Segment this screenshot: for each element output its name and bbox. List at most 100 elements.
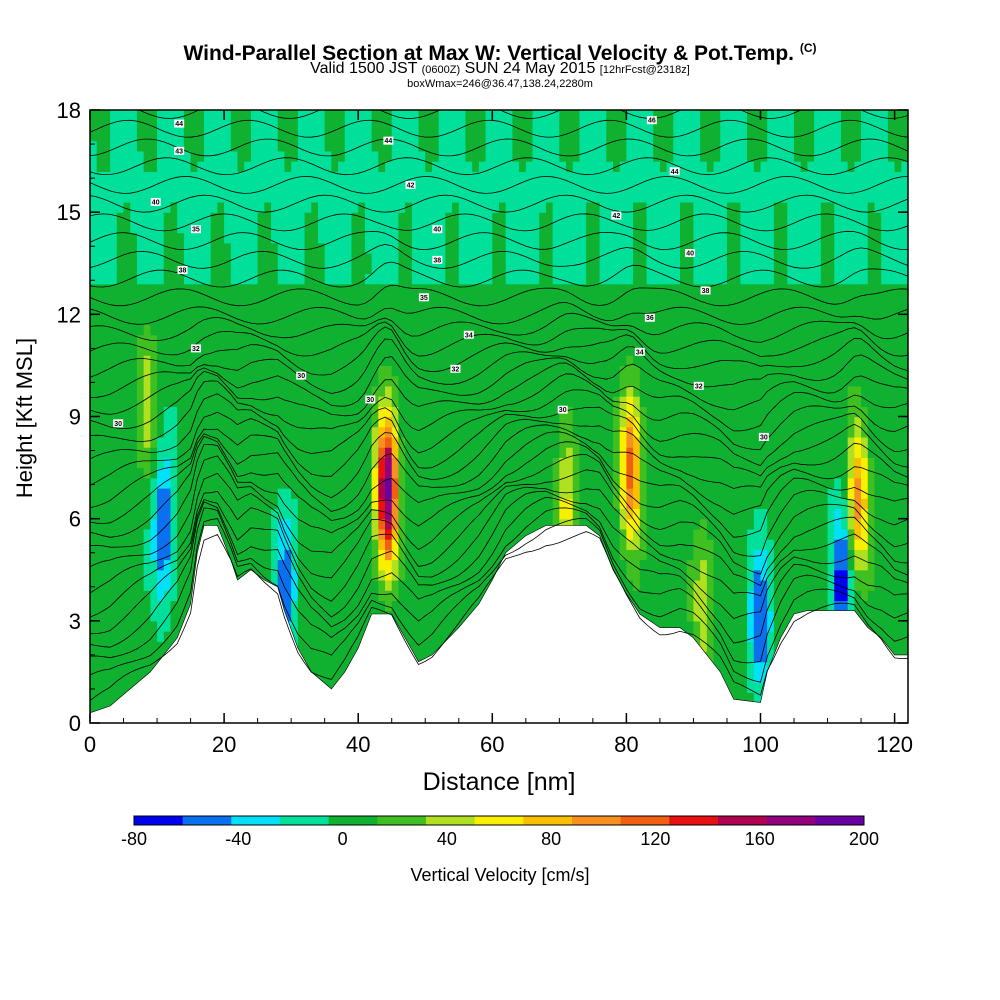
- velocity-cell: [331, 304, 339, 315]
- velocity-cell: [103, 120, 111, 132]
- velocity-cell: [579, 314, 587, 326]
- velocity-cell: [257, 508, 265, 520]
- velocity-cell: [586, 293, 594, 305]
- velocity-cell: [103, 457, 111, 469]
- velocity-cell: [224, 375, 232, 387]
- velocity-cell: [257, 559, 265, 571]
- velocity-cell: [96, 355, 104, 367]
- velocity-cell: [110, 232, 118, 244]
- velocity-cell: [545, 110, 554, 121]
- velocity-cell: [297, 528, 306, 540]
- velocity-cell: [371, 242, 379, 254]
- velocity-cell: [103, 232, 111, 244]
- velocity-cell: [344, 651, 353, 663]
- velocity-cell: [317, 344, 326, 356]
- velocity-cell: [297, 457, 306, 469]
- velocity-cell: [203, 232, 212, 244]
- velocity-cell: [465, 140, 473, 152]
- velocity-cell: [445, 539, 453, 550]
- velocity-cell: [425, 641, 433, 653]
- velocity-cell: [391, 457, 400, 469]
- velocity-cell: [183, 375, 192, 387]
- velocity-cell: [485, 201, 493, 213]
- velocity-cell: [123, 682, 131, 693]
- velocity-cell: [572, 222, 581, 234]
- velocity-cell: [478, 498, 487, 510]
- velocity-cell: [277, 304, 286, 315]
- velocity-cell: [317, 253, 326, 264]
- velocity-cell: [157, 355, 165, 367]
- velocity-cell: [633, 293, 641, 305]
- velocity-cell: [438, 385, 446, 397]
- velocity-cell: [465, 120, 473, 132]
- velocity-cell: [512, 150, 520, 162]
- velocity-cell: [532, 150, 540, 162]
- velocity-cell: [136, 610, 145, 622]
- velocity-cell: [244, 110, 252, 121]
- velocity-cell: [317, 365, 326, 377]
- velocity-cell: [130, 508, 138, 520]
- velocity-cell: [317, 273, 326, 285]
- velocity-cell: [599, 467, 607, 479]
- velocity-cell: [190, 110, 198, 121]
- velocity-cell: [358, 150, 366, 162]
- velocity-cell: [512, 477, 520, 489]
- velocity-cell: [606, 273, 614, 285]
- velocity-cell: [465, 304, 473, 315]
- velocity-cell: [612, 253, 621, 264]
- velocity-cell: [197, 406, 205, 418]
- velocity-cell: [136, 661, 145, 673]
- velocity-cell: [123, 375, 131, 387]
- velocity-cell: [485, 477, 493, 489]
- velocity-cell: [418, 344, 426, 356]
- velocity-cell: [438, 171, 446, 183]
- velocity-cell: [217, 436, 225, 448]
- velocity-cell: [633, 457, 641, 469]
- velocity-cell: [599, 150, 607, 162]
- velocity-cell: [626, 232, 634, 244]
- velocity-cell: [385, 355, 393, 367]
- velocity-cell: [452, 263, 460, 275]
- velocity-cell: [331, 610, 339, 622]
- velocity-cell: [465, 344, 473, 356]
- velocity-cell: [264, 110, 272, 121]
- velocity-cell: [525, 457, 534, 469]
- velocity-cell: [552, 396, 560, 407]
- velocity-cell: [190, 283, 198, 295]
- velocity-cell: [177, 140, 185, 152]
- velocity-cell: [297, 191, 306, 203]
- velocity-cell: [331, 641, 339, 653]
- velocity-cell: [136, 181, 145, 193]
- velocity-cell: [284, 508, 292, 520]
- velocity-cell: [116, 579, 125, 591]
- velocity-cell: [297, 253, 306, 264]
- velocity-cell: [539, 110, 547, 121]
- velocity-cell: [103, 191, 111, 203]
- velocity-cell: [499, 181, 507, 193]
- velocity-cell: [324, 293, 332, 305]
- velocity-cell: [492, 447, 500, 458]
- velocity-cell: [190, 140, 198, 152]
- velocity-cell: [331, 498, 339, 510]
- velocity-cell: [391, 181, 400, 193]
- velocity-cell: [358, 171, 366, 183]
- velocity-cell: [452, 314, 460, 326]
- velocity-cell: [284, 355, 292, 367]
- velocity-cell: [277, 457, 286, 469]
- velocity-cell: [525, 426, 534, 438]
- velocity-cell: [465, 334, 473, 346]
- velocity-cell: [257, 498, 265, 510]
- velocity-cell: [123, 304, 131, 315]
- velocity-cell: [217, 314, 225, 326]
- velocity-cell: [559, 304, 567, 315]
- velocity-cell: [210, 273, 218, 285]
- velocity-cell: [492, 171, 500, 183]
- velocity-cell: [539, 283, 547, 295]
- velocity-cell: [90, 436, 98, 448]
- velocity-cell: [130, 334, 138, 346]
- velocity-cell: [150, 191, 158, 203]
- velocity-cell: [559, 253, 567, 264]
- velocity-cell: [391, 365, 400, 377]
- velocity-cell: [304, 651, 312, 663]
- velocity-cell: [344, 181, 353, 193]
